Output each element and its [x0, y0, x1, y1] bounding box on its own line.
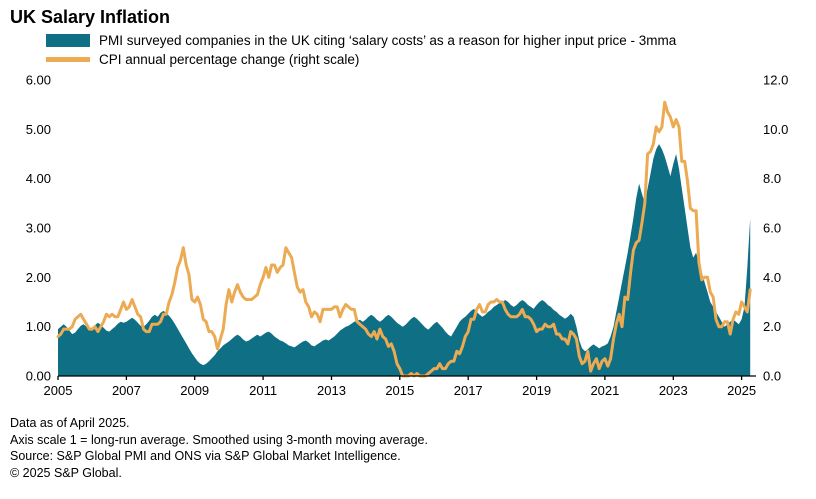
pmi-series-label: PMI surveyed companies in the UK citing … — [99, 33, 677, 48]
svg-text:2007: 2007 — [112, 383, 141, 398]
svg-text:12.0: 12.0 — [763, 73, 788, 88]
footnote-copyright: © 2025 S&P Global. — [10, 465, 122, 480]
footnotes: Data as of April 2025. Axis scale 1 = lo… — [10, 415, 806, 481]
svg-text:4.00: 4.00 — [26, 171, 51, 186]
svg-text:2013: 2013 — [317, 383, 346, 398]
svg-text:8.0: 8.0 — [763, 171, 781, 186]
svg-text:0.0: 0.0 — [763, 369, 781, 384]
svg-text:6.00: 6.00 — [26, 73, 51, 88]
svg-text:2017: 2017 — [454, 383, 483, 398]
right-axis-labels: 0.0 2.0 4.0 6.0 8.0 10.0 12.0 — [763, 73, 788, 384]
page-title: UK Salary Inflation — [10, 7, 171, 27]
pmi-area-series — [58, 144, 751, 376]
svg-text:2025: 2025 — [727, 383, 756, 398]
svg-text:2023: 2023 — [659, 383, 688, 398]
legend: PMI surveyed companies in the UK citing … — [46, 31, 806, 69]
svg-text:2005: 2005 — [44, 383, 73, 398]
chart-card: UK Salary Inflation PMI surveyed compani… — [10, 7, 806, 481]
x-axis-labels: 2005 2007 2009 2011 2013 2015 2017 2019 2021 2023… — [44, 376, 756, 398]
svg-text:3.00: 3.00 — [26, 221, 51, 236]
svg-text:2021: 2021 — [590, 383, 619, 398]
cpi-series-swatch-icon — [46, 57, 90, 62]
svg-text:5.00: 5.00 — [26, 122, 51, 137]
svg-text:4.0: 4.0 — [763, 270, 781, 285]
legend-item-pmi: PMI surveyed companies in the UK citing … — [46, 31, 806, 50]
cpi-series-label: CPI annual percentage change (right scal… — [99, 52, 360, 67]
svg-text:0.00: 0.00 — [26, 369, 51, 384]
salary-inflation-chart: 2005 2007 2009 2011 2013 2015 2017 2019 2021 2023… — [26, 73, 789, 399]
footnote-source: Source: S&P Global PMI and ONS via S&P G… — [10, 449, 401, 463]
svg-text:6.0: 6.0 — [763, 221, 781, 236]
chart-area: 2005 2007 2009 2011 2013 2015 2017 2019 2021 2023… — [10, 70, 806, 413]
footnote-data-asof: Data as of April 2025. — [10, 416, 130, 430]
left-axis-labels: 0.00 1.00 2.00 3.00 4.00 5.00 6.00 — [26, 73, 51, 384]
footnote-axis-scale: Axis scale 1 = long-run average. Smoothe… — [10, 432, 428, 447]
svg-text:10.0: 10.0 — [763, 122, 788, 137]
svg-text:2011: 2011 — [249, 383, 277, 398]
legend-item-cpi: CPI annual percentage change (right scal… — [46, 50, 806, 69]
svg-text:2015: 2015 — [385, 383, 414, 398]
svg-text:2.0: 2.0 — [763, 319, 781, 334]
svg-text:2.00: 2.00 — [26, 270, 51, 285]
svg-text:1.00: 1.00 — [26, 319, 51, 334]
pmi-series-swatch-icon — [46, 34, 90, 47]
svg-text:2019: 2019 — [522, 383, 551, 398]
svg-text:2009: 2009 — [180, 383, 209, 398]
